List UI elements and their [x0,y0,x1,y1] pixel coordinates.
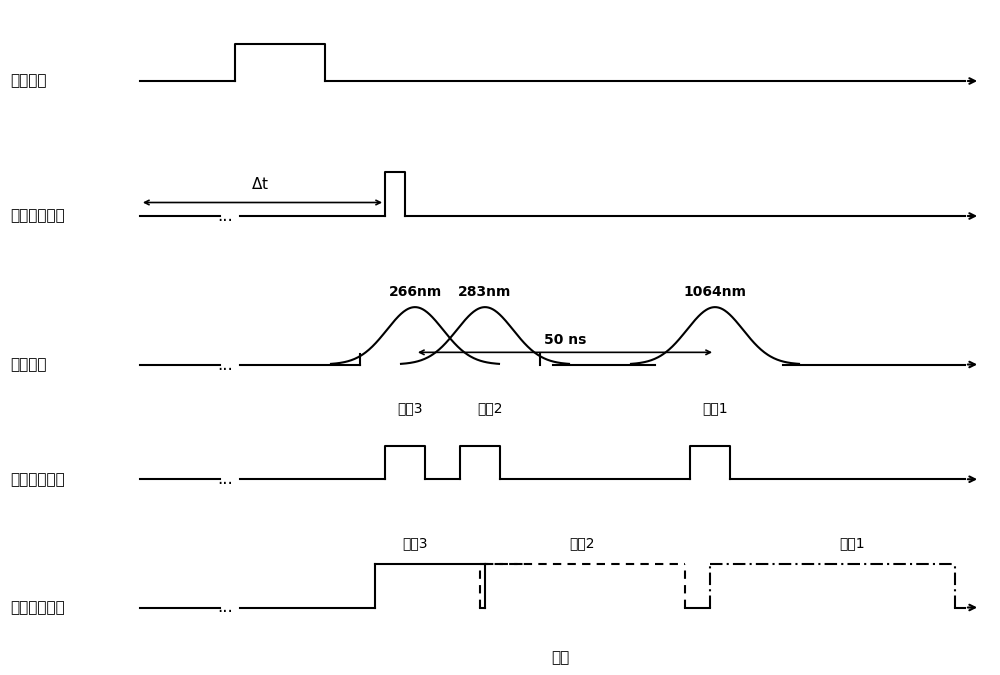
Text: 相机2: 相机2 [477,402,503,416]
Text: ...: ... [217,599,233,616]
Text: 喷油信号: 喷油信号 [10,74,46,88]
Text: 266nm: 266nm [388,285,442,299]
Text: 相机3: 相机3 [402,536,428,550]
Text: 激光信号: 激光信号 [10,357,46,372]
Text: 相机1: 相机1 [840,536,865,550]
Text: $\Delta$t: $\Delta$t [251,176,269,192]
Text: 相机3: 相机3 [397,402,423,416]
Text: ...: ... [217,470,233,488]
Text: 1064nm: 1064nm [684,285,746,299]
Text: ...: ... [217,207,233,225]
Text: 283nm: 283nm [458,285,512,299]
Text: 50 ns: 50 ns [544,333,586,347]
Text: 激光触发信号: 激光触发信号 [10,209,65,223]
Text: 相机触发信号: 相机触发信号 [10,472,65,487]
Text: 相机2: 相机2 [570,536,595,550]
Text: 相机拍摄门宽: 相机拍摄门宽 [10,600,65,615]
Text: ...: ... [217,356,233,373]
Text: 时间: 时间 [551,651,569,666]
Text: 相机1: 相机1 [702,402,728,416]
